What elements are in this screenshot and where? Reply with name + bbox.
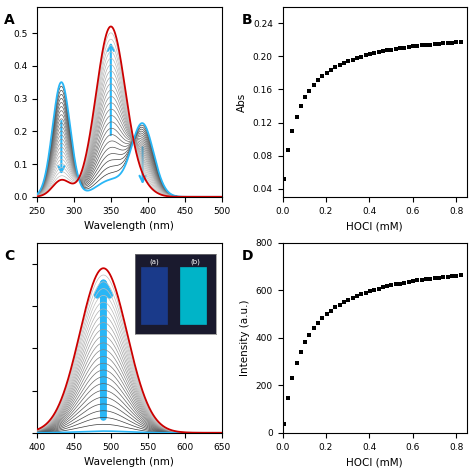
Text: A: A (4, 13, 15, 27)
Text: B: B (242, 13, 253, 27)
X-axis label: HOCl (mM): HOCl (mM) (346, 221, 403, 231)
X-axis label: HOCl (mM): HOCl (mM) (346, 457, 403, 467)
Text: C: C (4, 248, 14, 263)
Y-axis label: Intensity (a.u.): Intensity (a.u.) (240, 300, 250, 376)
Text: D: D (242, 248, 254, 263)
Y-axis label: Abs: Abs (237, 92, 247, 111)
X-axis label: Wavelength (nm): Wavelength (nm) (84, 457, 174, 467)
X-axis label: Wavelength (nm): Wavelength (nm) (84, 221, 174, 231)
